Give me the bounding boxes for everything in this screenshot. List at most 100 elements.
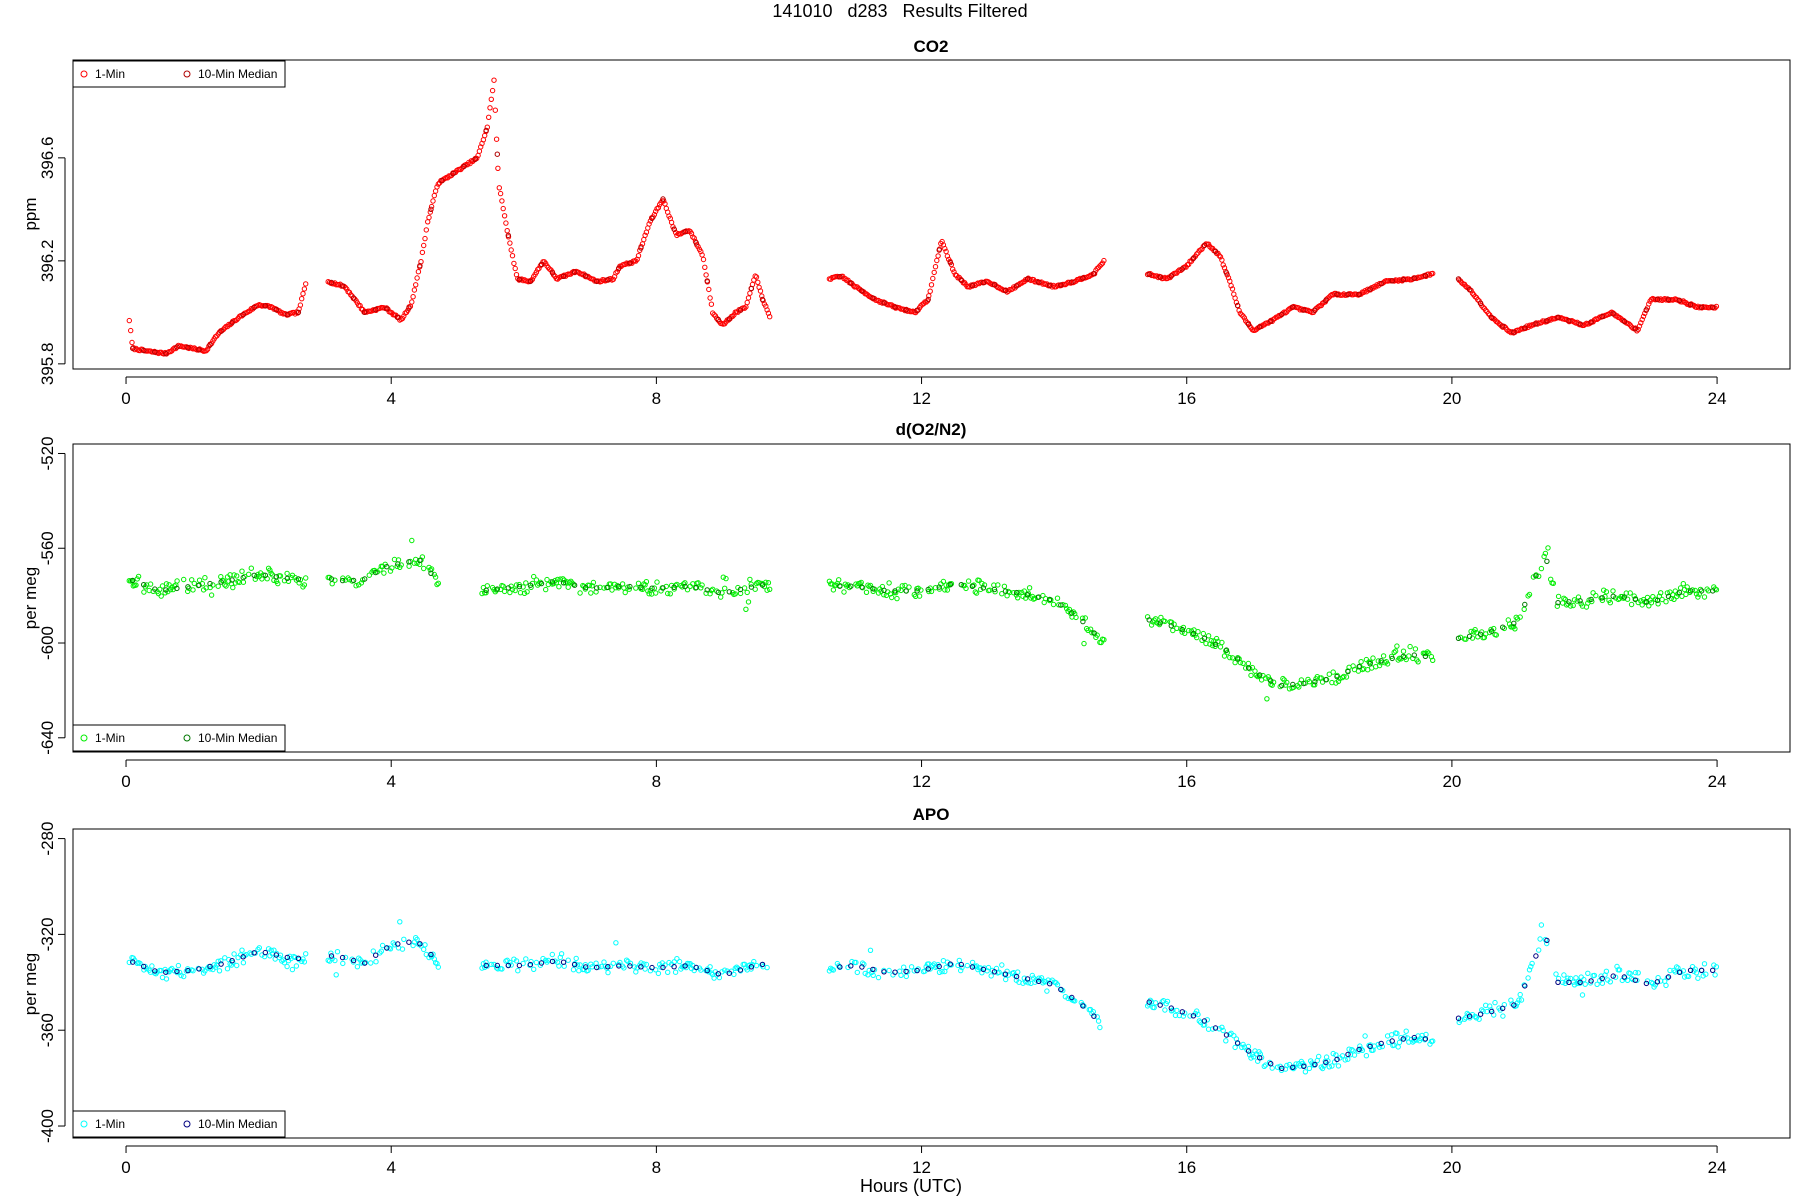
data-point (1554, 603, 1561, 609)
median-point (1290, 681, 1296, 688)
data-point (695, 580, 701, 586)
median-point (152, 586, 158, 592)
median-point (616, 963, 622, 969)
data-point (1182, 630, 1188, 636)
data-point (218, 958, 224, 964)
median-point (594, 964, 600, 971)
data-point (573, 955, 579, 962)
data-point (763, 579, 769, 585)
data-point (1616, 967, 1623, 973)
data-point (178, 972, 184, 979)
data-point (1582, 981, 1588, 987)
data-point (1648, 979, 1655, 986)
data-point (570, 967, 577, 973)
data-point (533, 959, 540, 966)
y-tick-label: -600 (38, 626, 57, 660)
data-point (708, 301, 715, 307)
data-point (398, 562, 404, 568)
data-point (1316, 1053, 1322, 1060)
data-point (342, 954, 349, 961)
data-point (1561, 595, 1567, 601)
data-point (1386, 1039, 1392, 1046)
median-point (737, 586, 744, 593)
data-point (641, 961, 647, 967)
data-point (731, 312, 737, 318)
data-point (190, 968, 196, 974)
data-point (1517, 614, 1523, 620)
median-point (1577, 979, 1583, 985)
x-tick-label: 0 (121, 1158, 130, 1177)
data-point (1518, 997, 1525, 1003)
median-point (240, 311, 246, 318)
data-point (126, 959, 133, 966)
data-point (508, 247, 514, 253)
data-point (577, 962, 583, 968)
data-point (230, 584, 236, 591)
panel-apo: APO per meg Hours (UTC) 1-Min 10-Min Med… (21, 805, 1791, 1196)
median-point (1533, 953, 1539, 959)
data-point (1284, 1062, 1290, 1069)
data-point (397, 919, 403, 925)
data-point (720, 574, 726, 580)
data-point (1671, 596, 1677, 602)
median-point (152, 349, 158, 355)
median-point (1268, 678, 1274, 684)
median-point (1367, 661, 1373, 667)
data-point (1713, 964, 1720, 970)
data-point (574, 962, 581, 968)
median-point (737, 307, 744, 313)
median-point (339, 954, 346, 961)
data-point (1636, 323, 1643, 329)
data-point (1170, 627, 1176, 634)
data-point (561, 577, 567, 583)
data-point (863, 589, 870, 595)
data-point (1627, 590, 1633, 596)
data-point (605, 969, 611, 976)
data-point (432, 574, 439, 580)
median-point (1544, 318, 1550, 324)
median-point (1654, 296, 1661, 303)
median-point (1279, 311, 1285, 318)
data-point (948, 962, 955, 968)
median-point (671, 226, 677, 232)
data-point (556, 963, 562, 969)
data-point (711, 975, 717, 981)
median-point (1257, 324, 1263, 330)
data-point (234, 962, 240, 969)
data-point (854, 969, 860, 976)
median-point (1422, 653, 1429, 659)
data-point (635, 253, 642, 259)
data-point (1536, 573, 1542, 579)
data-point (1407, 643, 1413, 650)
data-point (1282, 682, 1289, 688)
median-point (494, 962, 500, 969)
data-point (1225, 275, 1232, 281)
median-point (1654, 979, 1661, 985)
median-point (152, 968, 158, 974)
median-point (130, 345, 136, 352)
data-point (1228, 283, 1234, 289)
data-point (189, 577, 195, 583)
median-point (240, 954, 246, 960)
median-point (1036, 279, 1042, 285)
median-point (1190, 1013, 1197, 1019)
data-point (1003, 976, 1009, 983)
x-tick-label: 24 (1708, 772, 1727, 791)
data-point (668, 219, 675, 226)
median-point (185, 584, 191, 590)
data-point (1526, 591, 1533, 598)
median-point (362, 960, 368, 966)
median-point (1610, 311, 1616, 317)
legend-box (72, 60, 286, 88)
median-point (1212, 641, 1219, 647)
data-point (751, 958, 757, 965)
median-point (571, 582, 578, 588)
median-point (1378, 1040, 1384, 1047)
median-point (1301, 307, 1307, 313)
legend: 1-Min 10-Min Median (72, 1110, 286, 1138)
data-point (524, 589, 530, 595)
data-point (988, 973, 994, 979)
median-point (1511, 1002, 1517, 1008)
data-point (958, 967, 964, 974)
data-point (1054, 982, 1061, 988)
